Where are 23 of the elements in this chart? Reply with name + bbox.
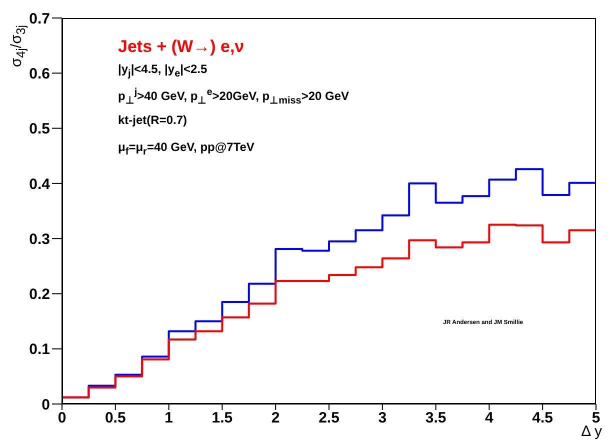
x-tick-label: 3 — [378, 410, 387, 427]
x-tick-label: 2.5 — [318, 410, 340, 427]
y-tick-label: 0.5 — [29, 120, 50, 138]
y-tick-label: 0.7 — [29, 10, 50, 28]
y-tick-label: 0.2 — [29, 286, 50, 304]
y-tick-label: 0.6 — [29, 65, 50, 82]
y-tick-label: 0.1 — [29, 341, 50, 358]
x-tick-label: 1 — [164, 410, 173, 427]
x-tick-label: 0.5 — [104, 410, 126, 427]
annotation: |y$_{j}$|<4.5, |y$_{e}$|<2.5 — [118, 62, 208, 80]
x-tick-label: 4.5 — [532, 410, 554, 427]
x-tick-label: 4 — [485, 410, 494, 427]
text: p$_{⊥}$$^{j}$>40 GeV, p$_{⊥}$$^{e}$>20GeV, p$_{⊥miss}$>20 GeV — [118, 87, 350, 106]
y-tick-label: 0 — [42, 396, 50, 414]
x-tick-label: 0 — [58, 410, 66, 427]
y-tick-label: 0.3 — [29, 230, 50, 248]
x-tick-label: 1.5 — [212, 410, 233, 427]
annotation: kt-jet(R=0.7) — [118, 113, 188, 127]
annotation: Jets + (W→) e,ν — [118, 37, 244, 57]
y-tick-label: 0.4 — [29, 176, 51, 193]
x-tick-label: 3.5 — [425, 410, 446, 427]
x-tick-label: 2 — [271, 410, 280, 427]
annotation: μ$_{f}$=μ$_{r}$=40 GeV, pp@7TeV — [118, 140, 254, 158]
